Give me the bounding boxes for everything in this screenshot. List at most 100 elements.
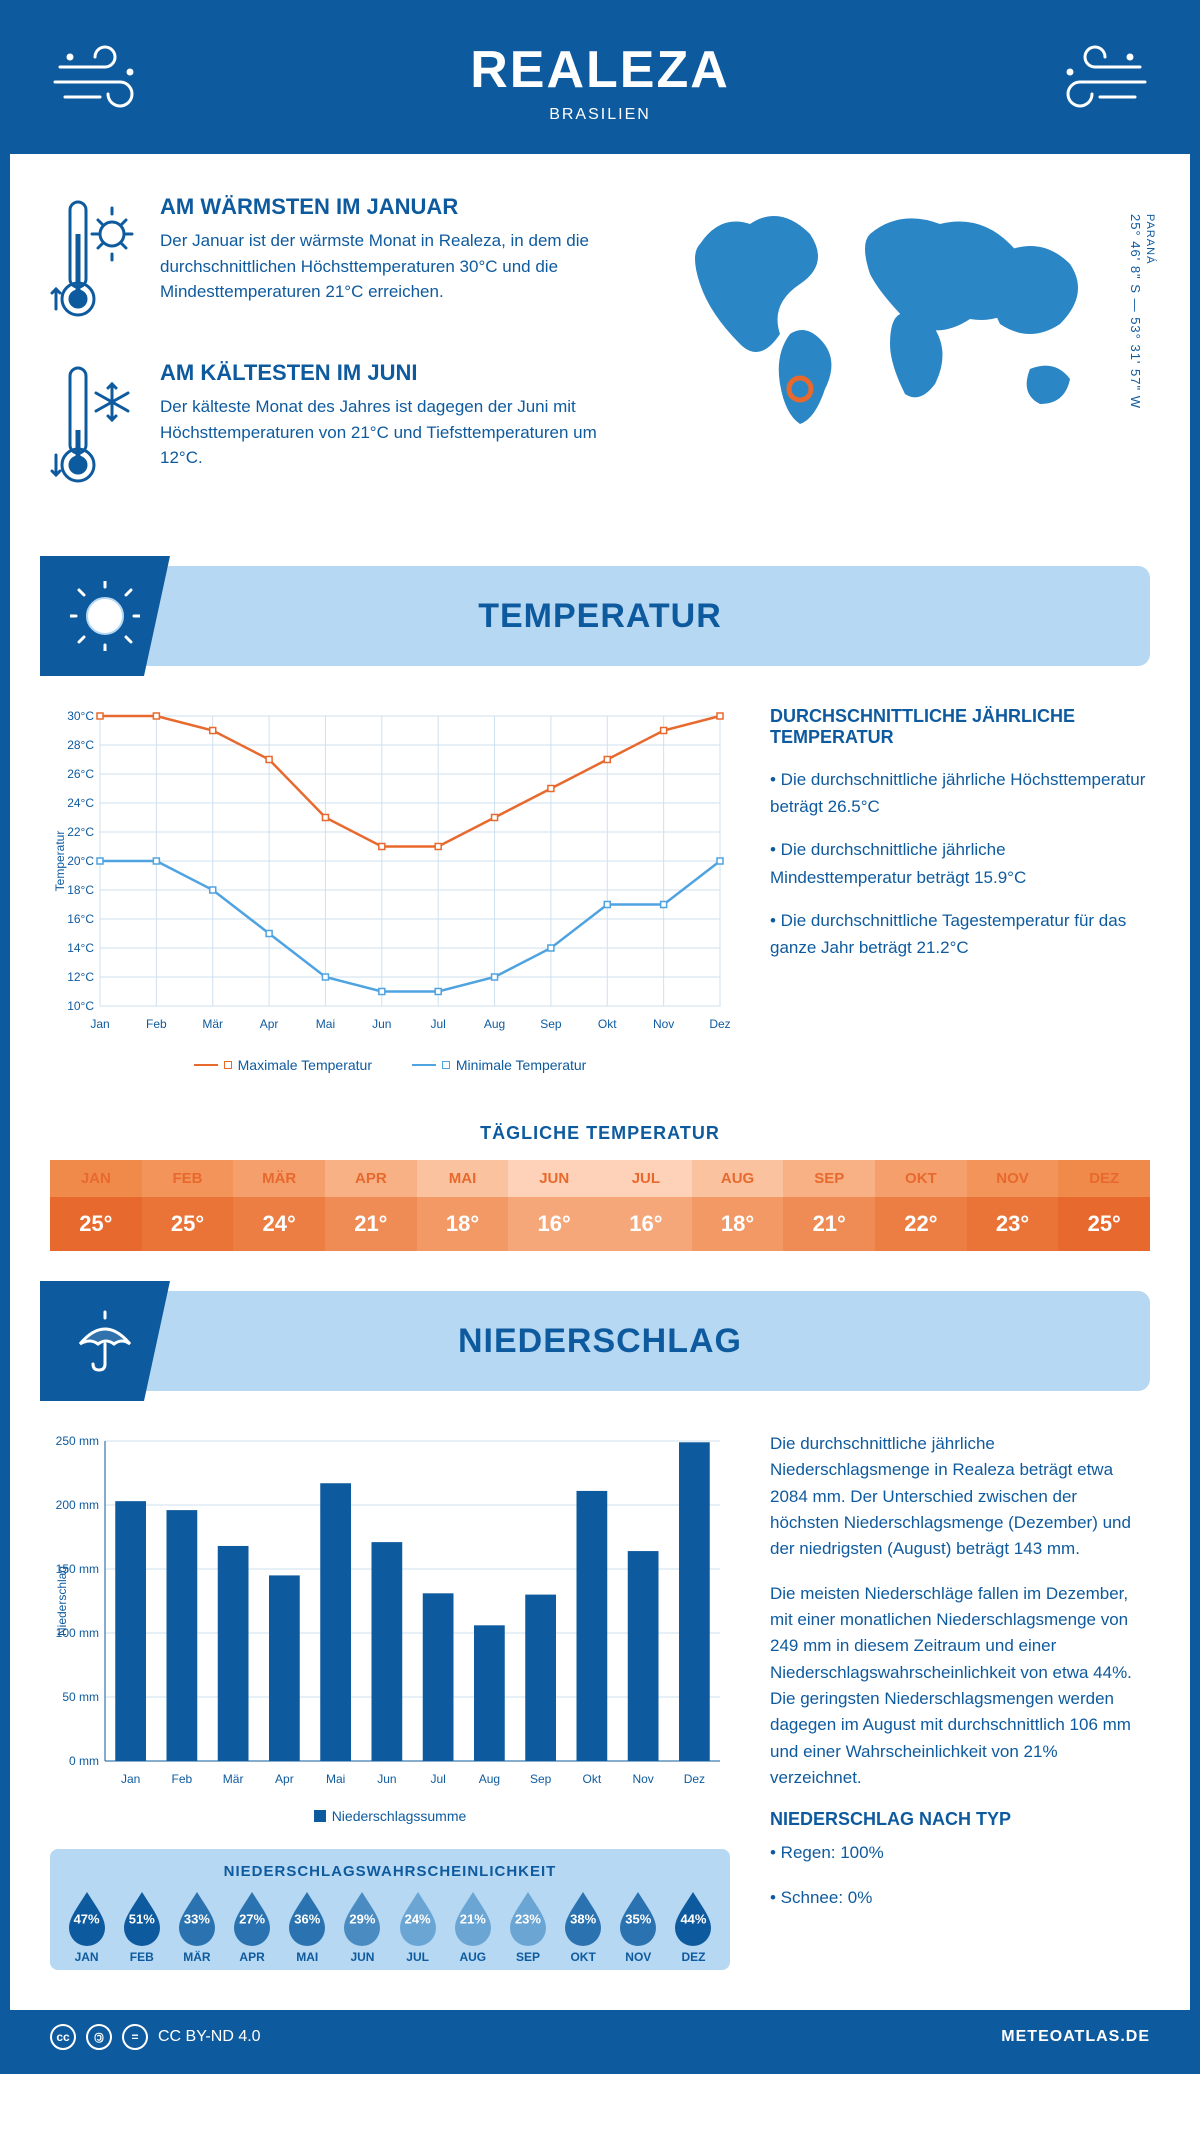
daily-value: 25° [50, 1197, 142, 1251]
raindrop-icon: 23% [504, 1890, 552, 1946]
precip-section-header: NIEDERSCHLAG [50, 1291, 1150, 1391]
daily-month: FEB [142, 1160, 234, 1197]
daily-value: 18° [692, 1197, 784, 1251]
daily-value: 24° [233, 1197, 325, 1251]
prob-percent: 38% [570, 1912, 596, 1927]
svg-text:26°C: 26°C [67, 767, 94, 781]
svg-text:50 mm: 50 mm [62, 1690, 99, 1704]
temperature-chart: 10°C12°C14°C16°C18°C20°C22°C24°C26°C28°C… [50, 706, 730, 1036]
precip-rain: • Regen: 100% [770, 1840, 1150, 1866]
coordinates: PARANÁ 25° 46' 8" S — 53° 31' 57" W [1128, 214, 1158, 409]
svg-text:Niederschlag: Niederschlag [55, 1566, 69, 1636]
prob-item: 24%JUL [391, 1890, 444, 1964]
svg-text:24°C: 24°C [67, 796, 94, 810]
prob-month: OKT [557, 1950, 610, 1964]
daily-cell: MAI18° [417, 1160, 509, 1251]
svg-text:Sep: Sep [530, 1772, 552, 1786]
svg-text:Jul: Jul [430, 1772, 445, 1786]
precip-legend-label: Niederschlagssumme [332, 1808, 467, 1824]
prob-month: FEB [115, 1950, 168, 1964]
prob-percent: 29% [349, 1912, 375, 1927]
prob-month: NOV [612, 1950, 665, 1964]
precip-type-title: NIEDERSCHLAG NACH TYP [770, 1809, 1150, 1830]
prob-month: AUG [446, 1950, 499, 1964]
daily-cell: SEP21° [783, 1160, 875, 1251]
prob-percent: 23% [515, 1912, 541, 1927]
daily-value: 18° [417, 1197, 509, 1251]
legend-max-label: Maximale Temperatur [238, 1057, 372, 1073]
coldest-block: AM KÄLTESTEN IM JUNI Der kälteste Monat … [50, 360, 640, 490]
precipitation-chart: 0 mm50 mm100 mm150 mm200 mm250 mmJanFebM… [50, 1431, 730, 1791]
daily-value: 16° [600, 1197, 692, 1251]
precip-p2: Die meisten Niederschläge fallen im Deze… [770, 1581, 1150, 1792]
by-icon: 🄯 [86, 2024, 112, 2050]
svg-text:Mai: Mai [326, 1772, 345, 1786]
thermometer-sun-icon [50, 194, 140, 324]
cc-icon: cc [50, 2024, 76, 2050]
daily-month: MÄR [233, 1160, 325, 1197]
prob-percent: 44% [680, 1912, 706, 1927]
prob-percent: 27% [239, 1912, 265, 1927]
prob-item: 36%MAI [281, 1890, 334, 1964]
footer: cc 🄯 = CC BY-ND 4.0 METEOATLAS.DE [10, 2010, 1190, 2064]
daily-month: APR [325, 1160, 417, 1197]
temp-summary-p3: • Die durchschnittliche Tagestemperatur … [770, 907, 1150, 961]
wind-icon-left [50, 42, 150, 122]
precip-title: NIEDERSCHLAG [458, 1322, 742, 1361]
daily-value: 25° [1058, 1197, 1150, 1251]
svg-text:Jun: Jun [372, 1017, 391, 1031]
daily-cell: AUG18° [692, 1160, 784, 1251]
prob-month: APR [226, 1950, 279, 1964]
daily-temperature-table: JAN25°FEB25°MÄR24°APR21°MAI18°JUN16°JUL1… [50, 1160, 1150, 1251]
daily-month: DEZ [1058, 1160, 1150, 1197]
lon-label: 53° 31' 57" W [1128, 317, 1143, 409]
daily-cell: APR21° [325, 1160, 417, 1251]
prob-percent: 51% [129, 1912, 155, 1927]
prob-month: DEZ [667, 1950, 720, 1964]
prob-item: 51% FEB [115, 1890, 168, 1964]
temp-summary-p2: • Die durchschnittliche jährliche Mindes… [770, 836, 1150, 890]
svg-text:200 mm: 200 mm [56, 1498, 99, 1512]
prob-month: JUN [336, 1950, 389, 1964]
umbrella-icon [70, 1306, 140, 1376]
daily-value: 16° [508, 1197, 600, 1251]
country-label: BRASILIEN [150, 106, 1050, 124]
svg-text:Mär: Mär [223, 1772, 244, 1786]
svg-text:Jun: Jun [377, 1772, 396, 1786]
daily-month: JUN [508, 1160, 600, 1197]
raindrop-icon: 38% [559, 1890, 607, 1946]
brand-label: METEOATLAS.DE [1001, 2028, 1150, 2046]
legend-min-label: Minimale Temperatur [456, 1057, 586, 1073]
svg-text:Aug: Aug [479, 1772, 500, 1786]
svg-text:28°C: 28°C [67, 738, 94, 752]
prob-item: 38% OKT [557, 1890, 610, 1964]
daily-cell: FEB25° [142, 1160, 234, 1251]
daily-month: OKT [875, 1160, 967, 1197]
svg-text:Dez: Dez [684, 1772, 705, 1786]
svg-text:Feb: Feb [172, 1772, 193, 1786]
daily-cell: OKT22° [875, 1160, 967, 1251]
svg-text:Okt: Okt [583, 1772, 602, 1786]
prob-month: SEP [501, 1950, 554, 1964]
svg-text:250 mm: 250 mm [56, 1434, 99, 1448]
svg-text:0 mm: 0 mm [69, 1754, 99, 1768]
daily-month: AUG [692, 1160, 784, 1197]
precip-snow: • Schnee: 0% [770, 1885, 1150, 1911]
svg-text:Mär: Mär [202, 1017, 223, 1031]
daily-value: 25° [142, 1197, 234, 1251]
daily-cell: MÄR24° [233, 1160, 325, 1251]
daily-cell: JUN16° [508, 1160, 600, 1251]
daily-month: JUL [600, 1160, 692, 1197]
daily-month: NOV [967, 1160, 1059, 1197]
temperature-summary: DURCHSCHNITTLICHE JÄHRLICHE TEMPERATUR •… [770, 706, 1150, 1073]
raindrop-icon: 47% [63, 1890, 111, 1946]
svg-text:Okt: Okt [598, 1017, 617, 1031]
wind-icon-right [1050, 42, 1150, 122]
svg-text:20°C: 20°C [67, 854, 94, 868]
daily-cell: DEZ25° [1058, 1160, 1150, 1251]
prob-item: 35%NOV [612, 1890, 665, 1964]
prob-item: 44% DEZ [667, 1890, 720, 1964]
daily-month: MAI [417, 1160, 509, 1197]
page: REALEZA BRASILIEN [0, 0, 1200, 2074]
temperature-legend: Maximale Temperatur Minimale Temperatur [50, 1053, 730, 1073]
